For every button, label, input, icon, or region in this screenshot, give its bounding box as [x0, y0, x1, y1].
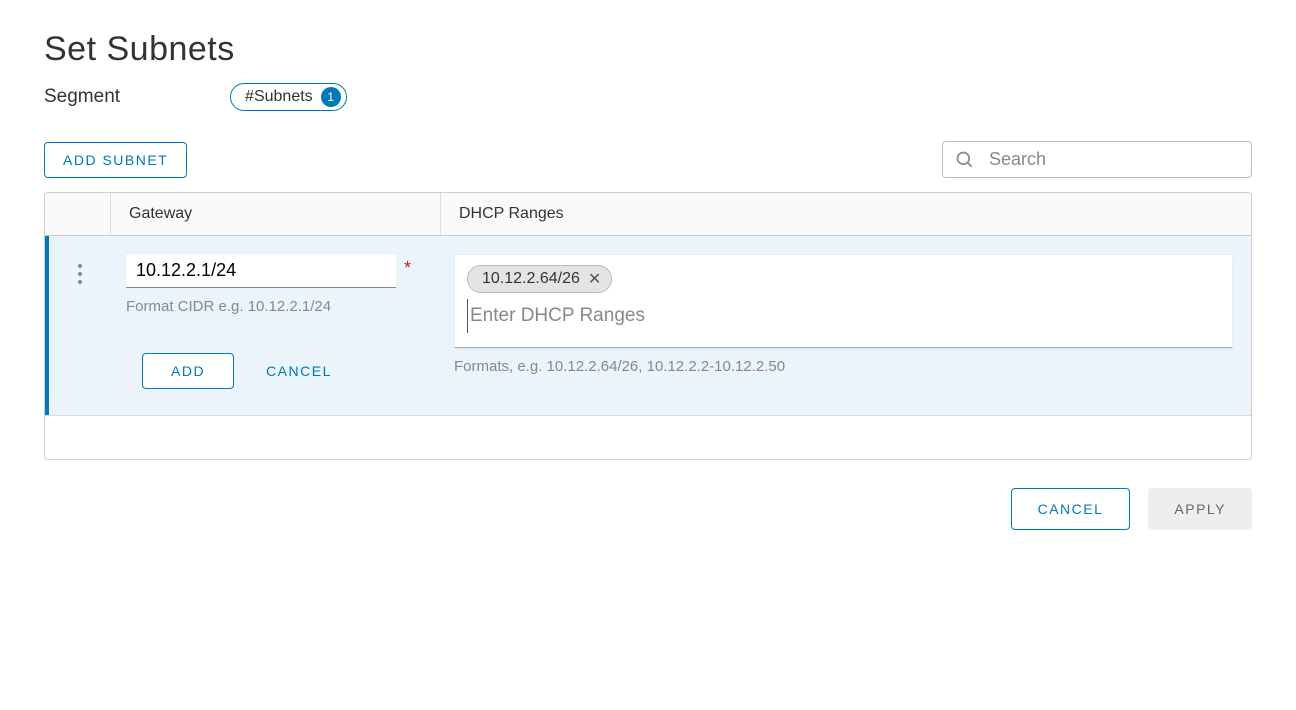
- table-header: Gateway DHCP Ranges: [45, 193, 1251, 236]
- table-row: * Format CIDR e.g. 10.12.2.1/24 ADD CANC…: [45, 236, 1251, 415]
- apply-button[interactable]: APPLY: [1148, 488, 1252, 530]
- gateway-hint: Format CIDR e.g. 10.12.2.1/24: [126, 298, 440, 315]
- add-subnet-button[interactable]: ADD SUBNET: [44, 142, 187, 178]
- search-input[interactable]: [987, 148, 1239, 171]
- row-add-button[interactable]: ADD: [142, 353, 234, 389]
- segment-row: Segment #Subnets 1: [44, 83, 1252, 111]
- table-footer: [45, 415, 1251, 459]
- dhcp-ranges-box[interactable]: 10.12.2.64/26 ✕: [454, 254, 1233, 348]
- subnets-table: Gateway DHCP Ranges * Format CIDR e.g. 1…: [44, 192, 1252, 460]
- row-menu-icon[interactable]: [78, 264, 82, 389]
- remove-tag-icon[interactable]: ✕: [588, 269, 601, 289]
- subnets-chip[interactable]: #Subnets 1: [230, 83, 347, 111]
- toolbar: ADD SUBNET: [44, 141, 1252, 178]
- segment-label: Segment: [44, 86, 120, 108]
- required-indicator: *: [404, 258, 411, 279]
- row-cancel-button[interactable]: CANCEL: [252, 353, 346, 389]
- subnets-count-badge: 1: [321, 87, 341, 107]
- subnets-chip-label: #Subnets: [245, 88, 313, 106]
- column-menu: [45, 193, 110, 235]
- search-box[interactable]: [942, 141, 1252, 178]
- column-gateway: Gateway: [110, 193, 440, 235]
- dhcp-ranges-input[interactable]: [467, 299, 1220, 333]
- dhcp-range-tag: 10.12.2.64/26 ✕: [467, 265, 612, 293]
- modal-actions: CANCEL APPLY: [44, 488, 1252, 530]
- search-icon: [955, 150, 975, 170]
- cancel-button[interactable]: CANCEL: [1011, 488, 1131, 530]
- gateway-input[interactable]: [126, 254, 396, 288]
- dhcp-hint: Formats, e.g. 10.12.2.64/26, 10.12.2.2-1…: [454, 358, 1233, 375]
- column-dhcp: DHCP Ranges: [440, 193, 1251, 235]
- dhcp-range-tag-label: 10.12.2.64/26: [482, 270, 580, 288]
- page-title: Set Subnets: [44, 30, 1252, 69]
